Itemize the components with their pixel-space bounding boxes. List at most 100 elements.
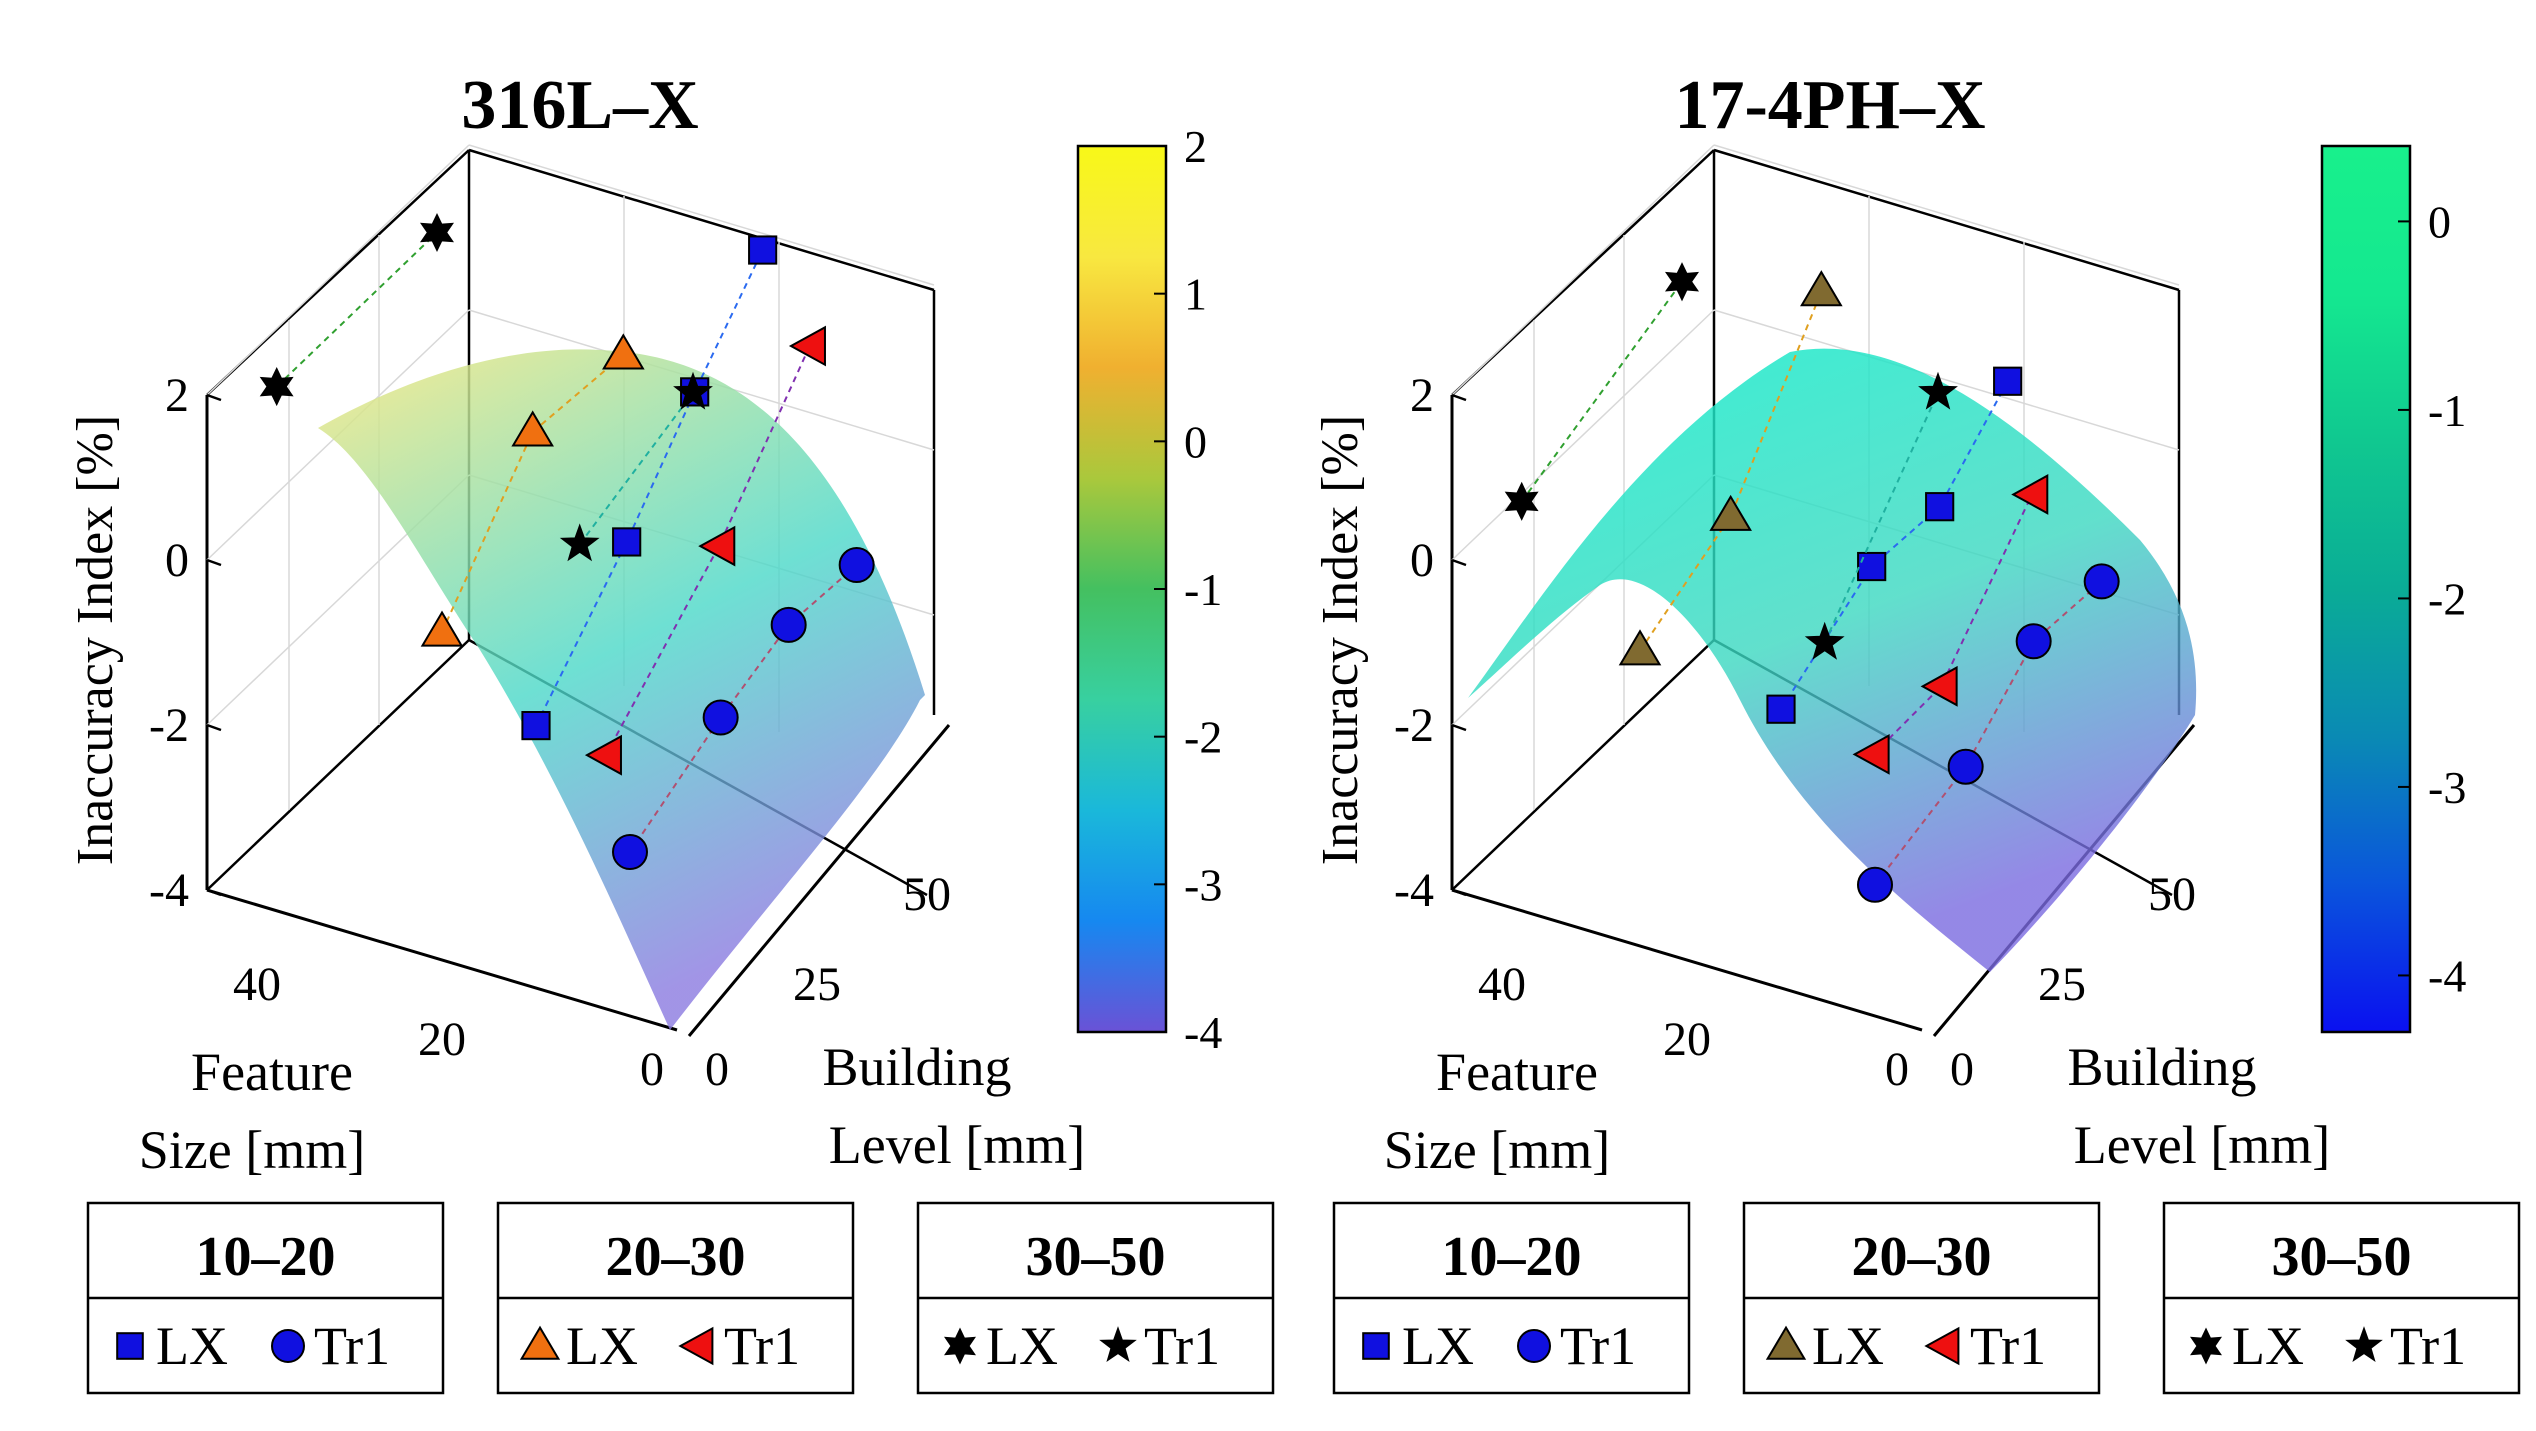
z-axis-label: Inaccuracy Index [%] [67, 415, 124, 865]
data-point-triangle [511, 410, 554, 447]
legend-marker-square [116, 1332, 144, 1360]
legend-10–20: 10–20 LX Tr1 [1332, 1201, 1691, 1395]
series-10–20-tr1 [612, 547, 875, 870]
data-point-triangle [420, 610, 464, 647]
colorbar [1076, 144, 1168, 1034]
colorbar-tick-label: -2 [1184, 712, 1222, 763]
colorbar-tick-label: 0 [1184, 416, 1207, 467]
legend-marker-triangle [519, 1325, 561, 1360]
data-point-hexagram [419, 212, 455, 253]
z-tick [1451, 723, 1467, 732]
legend-label: LX [2232, 1316, 2304, 1376]
data-point-circle [1857, 866, 1893, 903]
data-point-triangle [602, 333, 645, 370]
legend-label: Tr1 [1970, 1316, 2046, 1376]
series-connector [578, 392, 694, 545]
series-connector [1639, 291, 1823, 652]
data-point-hexagram [1664, 262, 1700, 302]
colorbar-tick-label: -4 [2428, 950, 2466, 1001]
colorbar-tick-label: 2 [1184, 121, 1207, 172]
legend-label: Tr1 [2390, 1316, 2466, 1376]
x-tick-label: 20 [418, 1013, 466, 1066]
series-connector [276, 231, 438, 388]
z-tick [206, 723, 222, 732]
series-connector [535, 249, 764, 727]
data-point-square [1766, 694, 1796, 724]
series-10–20-tr1 [1857, 563, 2120, 903]
colorbar-tick-label: -1 [2428, 385, 2466, 436]
chart-title: 17-4PH–X [1674, 67, 1985, 144]
data-point-circle [2015, 623, 2052, 660]
y-tick-label: 0 [705, 1043, 729, 1096]
series-30–50-tr1 [559, 371, 713, 562]
x-axis-label-line: Size [mm] [1384, 1120, 1610, 1180]
x-axis [1451, 888, 1923, 1032]
y-axis-label-line: Building [822, 1037, 1011, 1097]
data-point-triangle-left [2011, 474, 2049, 515]
gridline-z [206, 144, 470, 396]
legend-marker-circle [271, 1329, 305, 1363]
colorbar-tick-label: 1 [1184, 269, 1207, 320]
data-point-triangle [1800, 270, 1843, 307]
legend-10–20: 10–20 LX Tr1 [86, 1201, 445, 1395]
legend-marker-pentagram [2345, 1326, 2383, 1362]
z-tick [1451, 558, 1467, 567]
y-axis-label-line: Building [2067, 1037, 2256, 1097]
data-point-circle [702, 699, 739, 736]
y-axis-label-line: Level [mm] [2074, 1115, 2330, 1175]
data-point-hexagram [1504, 481, 1539, 521]
axis-top-right [1713, 148, 2180, 292]
legend-30–50: 30–50 LX Tr1 [2162, 1201, 2521, 1395]
data-point-triangle-left [1852, 733, 1890, 775]
z-tick-label: -4 [1394, 864, 1434, 917]
z-tick [206, 888, 222, 897]
data-point-square [748, 235, 778, 265]
data-point-triangle [1618, 629, 1662, 666]
x-axis [206, 888, 678, 1032]
legend-label: Tr1 [314, 1316, 390, 1376]
series-20–30-tr1 [1852, 474, 2049, 775]
surface [318, 349, 925, 1031]
data-point-circle [612, 834, 648, 870]
legend-marker-pentagram [1099, 1326, 1137, 1362]
data-point-triangle [1709, 494, 1752, 531]
legend-title: 20–30 [606, 1226, 746, 1288]
legend-label: LX [566, 1316, 638, 1376]
x-axis-label: Feature Size [mm] [139, 1042, 365, 1180]
legend-title: 10–20 [196, 1226, 336, 1288]
data-point-pentagram [1918, 371, 1958, 410]
gridline-z [1713, 309, 2180, 451]
legend-30–50: 30–50 LX Tr1 [916, 1201, 1275, 1395]
legend-marker-circle [1517, 1329, 1551, 1363]
y-tick-label: 50 [2148, 868, 2196, 921]
data-point-pentagram [673, 371, 713, 410]
data-point-circle [1947, 748, 1984, 785]
gridline-z [1451, 144, 1715, 396]
colorbar-tick-label: 0 [2428, 196, 2451, 247]
legend-title: 20–30 [1852, 1226, 1992, 1288]
data-point-circle [2083, 563, 2120, 600]
series-20–30-lx [420, 333, 645, 647]
legend-label: Tr1 [1560, 1316, 1636, 1376]
data-point-pentagram [559, 523, 600, 562]
gridline-z [1713, 144, 2180, 286]
x-tick-label: 0 [640, 1043, 664, 1096]
colorbar-tick-label: -4 [1184, 1007, 1222, 1058]
series-30–50-lx [1504, 262, 1700, 521]
legend-label: LX [1812, 1316, 1884, 1376]
legend-marker-triangle-left [1924, 1326, 1960, 1366]
legend-label: Tr1 [1144, 1316, 1220, 1376]
y-axis-label: Building Level [mm] [2067, 1037, 2330, 1175]
data-point-pentagram [1804, 621, 1845, 660]
series-30–50-lx [259, 212, 455, 407]
data-point-square [1857, 551, 1887, 582]
legend-title: 30–50 [1026, 1226, 1166, 1288]
colorbar [2320, 144, 2412, 1034]
series-connector [1520, 281, 1683, 502]
series-30–50-tr1 [1804, 371, 1958, 660]
legend-marker-triangle [1765, 1325, 1807, 1360]
series-connector [604, 345, 811, 756]
legend-label: LX [1402, 1316, 1474, 1376]
x-axis-label-line: Size [mm] [139, 1120, 365, 1180]
y-axis-label: Building Level [mm] [822, 1037, 1085, 1175]
